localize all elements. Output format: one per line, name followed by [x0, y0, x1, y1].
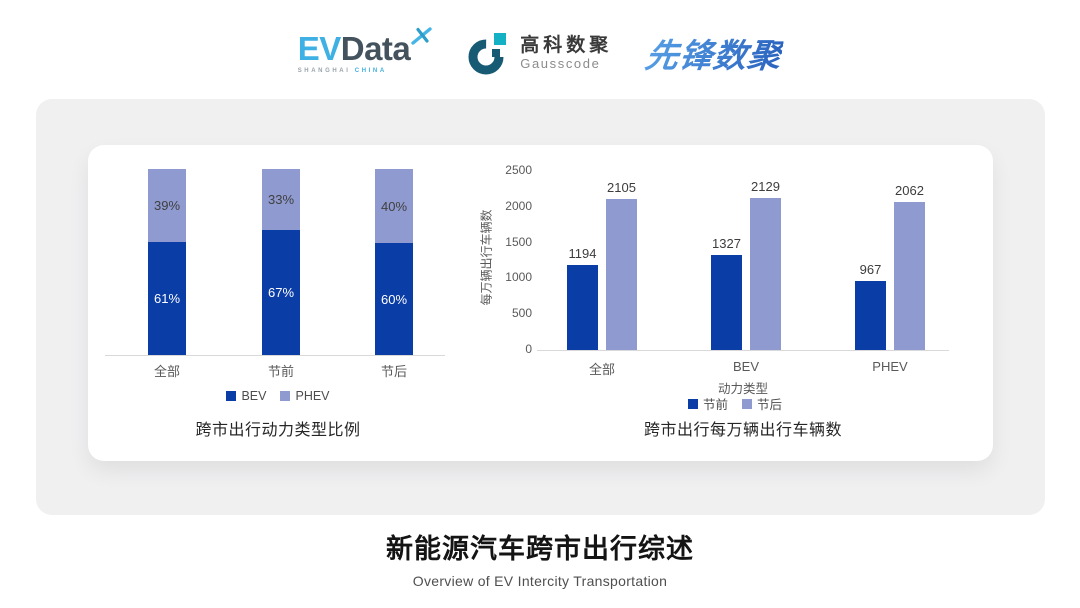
value-label: 1194 [568, 246, 597, 261]
gausscode-en-text: Gausscode [520, 55, 601, 71]
legend-label: 节后 [757, 398, 783, 412]
charts-panel: 61% 39% 全部 67% 33% 节前 60% 40% 节后 BEV PHEV 跨市出行动力类型比… [36, 99, 1045, 515]
value-label: 1327 [712, 236, 741, 251]
chart-legend: 节前 节后 [585, 394, 885, 413]
category-label: 节前 [267, 364, 294, 379]
y-tick-label: 2500 [505, 163, 532, 177]
legend-item: 节后 [742, 394, 782, 413]
chart-title: 跨市出行动力类型比例 [195, 422, 361, 439]
legend-item: BEV [226, 389, 266, 403]
y-tick-label: 2000 [505, 198, 532, 213]
category-label: 节后 [380, 364, 407, 379]
gausscode-logo: 高科数聚 Gausscode [467, 30, 612, 76]
x-axis-line [105, 355, 445, 356]
bar-segment-bev: 60% [375, 243, 413, 355]
legend-label: PHEV [295, 389, 330, 403]
value-label: 2129 [751, 179, 780, 194]
legend-swatch [226, 391, 237, 401]
bar-节前 [711, 255, 742, 350]
bar-节后 [750, 198, 781, 350]
stacked-bar-chart: 61% 39% 全部 67% 33% 节前 60% 40% 节后 BEV PHEV 跨市出行动力类型比… [88, 145, 993, 461]
page-subtitle: Overview of EV Intercity Transportation [412, 573, 668, 589]
page-title: 新能源汽车跨市出行综述 [386, 534, 694, 564]
gausscode-g-icon [468, 33, 507, 75]
value-label: 2062 [895, 183, 924, 198]
y-axis-label: 每万辆出行车辆数 [479, 209, 494, 306]
bar-segment-bev: 61% [148, 242, 186, 355]
bar-节前 [855, 281, 886, 350]
evdata-logo: EV Data SHANGHAI CHINA [297, 27, 434, 74]
charts-card: 61% 39% 全部 67% 33% 节前 60% 40% 节后 BEV PHEV 跨市出行动力类型比… [88, 145, 993, 461]
value-label: 967 [859, 262, 882, 277]
chart-title: 跨市出行每万辆出行车辆数 [643, 422, 842, 439]
category-label: BEV [732, 359, 759, 374]
evdata-subtitle: SHANGHAI CHINA [298, 68, 434, 74]
legend-label: 节前 [702, 398, 728, 412]
gausscode-cn-text: 高科数聚 [520, 34, 613, 56]
bar-segment-bev: 67% [262, 230, 300, 355]
y-tick-label: 500 [511, 306, 532, 321]
grouped-bar-chart: 0 500 1000 1500 2000 2500 每万辆出行车辆数 1194 2105 全部 13… [88, 145, 993, 461]
y-tick-label: 1000 [505, 270, 532, 285]
pioneer-logo: 先锋数聚 [643, 29, 786, 77]
bar-节后 [606, 199, 637, 350]
header-logos: EV Data SHANGHAI CHINA 高科数聚 Gausscode [0, 22, 1080, 84]
caption: 新能源汽车跨市出行综述 Overview of EV Intercity Tra… [0, 527, 1080, 589]
bar-segment-phev: 40% [375, 169, 413, 243]
bar-segment-phev: 39% [148, 169, 186, 242]
gausscode-text: 高科数聚 Gausscode [520, 35, 612, 71]
bar-segment-phev: 33% [262, 169, 300, 230]
evdata-shanghai-text: SHANGHAI [297, 68, 351, 74]
x-axis-label: 动力类型 [717, 382, 768, 396]
y-tick-label: 1500 [505, 234, 532, 249]
evdata-star-icon [411, 27, 432, 45]
evdata-china-text: CHINA [354, 68, 387, 74]
evdata-wordmark: EV Data [297, 27, 434, 67]
evdata-ev-text: EV [297, 30, 342, 67]
chart-legend: BEV PHEV [128, 389, 428, 403]
bar-节后 [894, 202, 925, 350]
bar-节前 [567, 265, 598, 350]
value-label: 2105 [607, 180, 636, 195]
category-label: PHEV [872, 359, 908, 374]
legend-item: 节前 [687, 394, 728, 413]
legend-swatch [742, 398, 752, 409]
legend-swatch [280, 391, 291, 401]
category-label: 全部 [153, 364, 180, 379]
legend-label: BEV [241, 389, 267, 403]
legend-item: PHEV [280, 389, 330, 403]
evdata-data-text: Data [340, 30, 411, 67]
category-label: 全部 [588, 362, 615, 377]
x-axis-line [537, 350, 949, 351]
y-tick-label: 0 [525, 342, 532, 356]
legend-swatch [687, 398, 698, 409]
